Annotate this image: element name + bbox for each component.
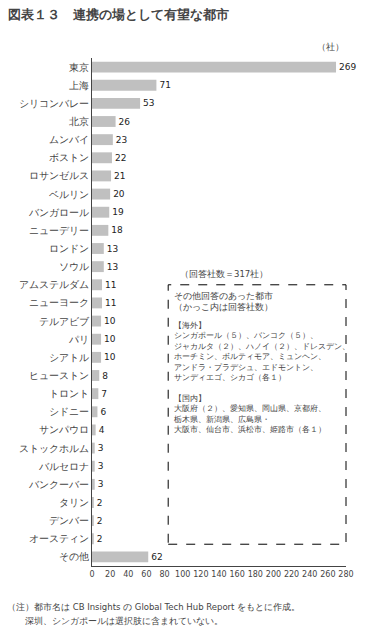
svg-text:（注）都市名は CB Insights の Global T: （注）都市名は CB Insights の Global Tech Hub Re… (7, 602, 300, 612)
svg-text:（社）: （社） (317, 42, 344, 52)
svg-text:18: 18 (111, 225, 123, 235)
svg-text:東京: 東京 (69, 62, 89, 73)
svg-text:3: 3 (98, 443, 104, 453)
svg-text:サンパウロ: サンパウロ (39, 424, 89, 435)
svg-text:269: 269 (339, 62, 356, 72)
svg-text:3: 3 (98, 461, 104, 471)
svg-text:60: 60 (141, 570, 151, 579)
svg-text:ベルリン: ベルリン (49, 189, 89, 200)
svg-text:ニューヨーク: ニューヨーク (29, 297, 89, 308)
svg-text:19: 19 (112, 207, 124, 217)
svg-text:40: 40 (123, 570, 133, 579)
svg-text:53: 53 (143, 98, 154, 108)
svg-text:アムステルダム: アムステルダム (19, 279, 89, 290)
svg-text:7: 7 (101, 389, 107, 399)
svg-text:トロント: トロント (49, 388, 89, 399)
svg-text:13: 13 (107, 244, 118, 254)
svg-text:13: 13 (107, 262, 118, 272)
svg-text:22: 22 (115, 153, 126, 163)
svg-text:ストックホルム: ストックホルム (19, 443, 89, 454)
svg-text:2: 2 (97, 516, 103, 526)
svg-text:パリ: パリ (68, 334, 89, 345)
svg-text:上海: 上海 (69, 80, 89, 91)
svg-text:160: 160 (229, 570, 244, 579)
svg-text:62: 62 (151, 552, 162, 562)
svg-text:200: 200 (266, 570, 281, 579)
svg-text:100: 100 (175, 570, 190, 579)
svg-text:ソウル: ソウル (59, 261, 89, 272)
svg-text:（回答社数＝317社）: （回答社数＝317社） (180, 269, 268, 279)
svg-text:図表１３ 連携の場として有望な都市: 図表１３ 連携の場として有望な都市 (8, 7, 229, 22)
svg-text:8: 8 (102, 371, 108, 381)
svg-text:20: 20 (113, 189, 125, 199)
svg-text:バルセロナ: バルセロナ (38, 461, 89, 472)
svg-text:180: 180 (248, 570, 263, 579)
svg-text:ボストン: ボストン (49, 152, 89, 163)
svg-text:2: 2 (97, 534, 103, 544)
svg-text:ムンバイ: ムンバイ (49, 134, 89, 145)
svg-text:シリコンバレー: シリコンバレー (19, 98, 89, 109)
svg-text:ロンドン: ロンドン (49, 243, 89, 254)
svg-text:シドニー: シドニー (49, 406, 89, 417)
svg-text:260: 260 (320, 570, 335, 579)
svg-text:71: 71 (159, 80, 170, 90)
svg-text:220: 220 (284, 570, 299, 579)
svg-text:11: 11 (105, 280, 116, 290)
svg-text:140: 140 (211, 570, 226, 579)
svg-text:26: 26 (119, 117, 131, 127)
svg-text:シアトル: シアトル (49, 352, 89, 363)
svg-text:ニューデリー: ニューデリー (29, 225, 89, 236)
svg-text:ヒューストン: ヒューストン (29, 370, 89, 381)
svg-text:21: 21 (114, 171, 125, 181)
svg-text:2: 2 (97, 498, 103, 508)
svg-text:10: 10 (104, 334, 116, 344)
svg-text:その他回答のあった都市（かっこ内は回答社数）: その他回答のあった都市（かっこ内は回答社数） (174, 291, 273, 312)
svg-text:3: 3 (98, 479, 104, 489)
svg-text:20: 20 (105, 570, 115, 579)
svg-text:10: 10 (104, 352, 116, 362)
svg-text:11: 11 (105, 298, 116, 308)
svg-text:その他: その他 (59, 551, 89, 562)
svg-text:6: 6 (100, 407, 106, 417)
svg-text:北京: 北京 (69, 116, 89, 127)
svg-text:120: 120 (193, 570, 208, 579)
svg-text:【海外】シンガポール（５）、バンコク（５）、ジャカルタ（２）: 【海外】シンガポール（５）、バンコク（５）、ジャカルタ（２）、ハノイ（２）、ドレ… (174, 321, 350, 434)
svg-text:80: 80 (159, 570, 169, 579)
svg-text:オースティン: オースティン (29, 533, 89, 544)
svg-text:バンガロール: バンガロール (28, 207, 89, 218)
svg-text:バンクーバー: バンクーバー (28, 479, 89, 490)
svg-text:10: 10 (104, 316, 116, 326)
svg-text:深圳、シンガポールは選択肢に含まれていない。: 深圳、シンガポールは選択肢に含まれていない。 (7, 616, 223, 626)
svg-text:240: 240 (302, 570, 317, 579)
svg-text:ロサンゼルス: ロサンゼルス (29, 170, 89, 181)
svg-text:23: 23 (116, 135, 127, 145)
svg-text:280: 280 (338, 570, 353, 579)
svg-text:テルアビブ: テルアビブ (39, 316, 90, 327)
svg-text:デンバー: デンバー (49, 515, 89, 526)
svg-text:0: 0 (89, 570, 94, 579)
svg-text:タリン: タリン (59, 497, 89, 508)
svg-text:4: 4 (99, 425, 105, 435)
